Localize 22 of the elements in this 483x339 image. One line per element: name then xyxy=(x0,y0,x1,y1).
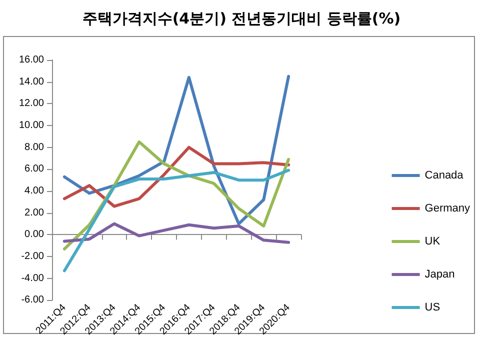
legend-label: US xyxy=(424,302,440,314)
y-tick-label: -2.00 xyxy=(21,251,44,262)
legend-label: Canada xyxy=(424,170,464,182)
y-tick-label: 2.00 xyxy=(24,207,44,218)
y-tick-label: -4.00 xyxy=(21,272,44,284)
line-series xyxy=(62,74,290,226)
y-tick-label: -6.00 xyxy=(21,294,44,306)
y-tick-label: 8.00 xyxy=(24,142,44,153)
legend-label: Germany xyxy=(424,202,470,214)
line-series xyxy=(62,222,290,244)
y-tick-label: 4.00 xyxy=(24,186,44,197)
y-tick-label: 14.00 xyxy=(18,76,44,88)
y-tick-label: 12.00 xyxy=(18,98,44,110)
chart-title: 주택가격지수(4분기) 전년동기대비 등락률(%) xyxy=(82,10,401,28)
y-tick-label: 10.00 xyxy=(18,120,44,132)
line-series xyxy=(62,168,290,272)
line-series xyxy=(62,146,290,208)
y-tick-label: 6.00 xyxy=(24,164,44,175)
y-tick-label: 16.00 xyxy=(18,54,44,66)
legend-label: UK xyxy=(424,236,441,248)
y-tick-label: 0.00 xyxy=(24,229,44,240)
legend-label: Japan xyxy=(424,268,455,280)
